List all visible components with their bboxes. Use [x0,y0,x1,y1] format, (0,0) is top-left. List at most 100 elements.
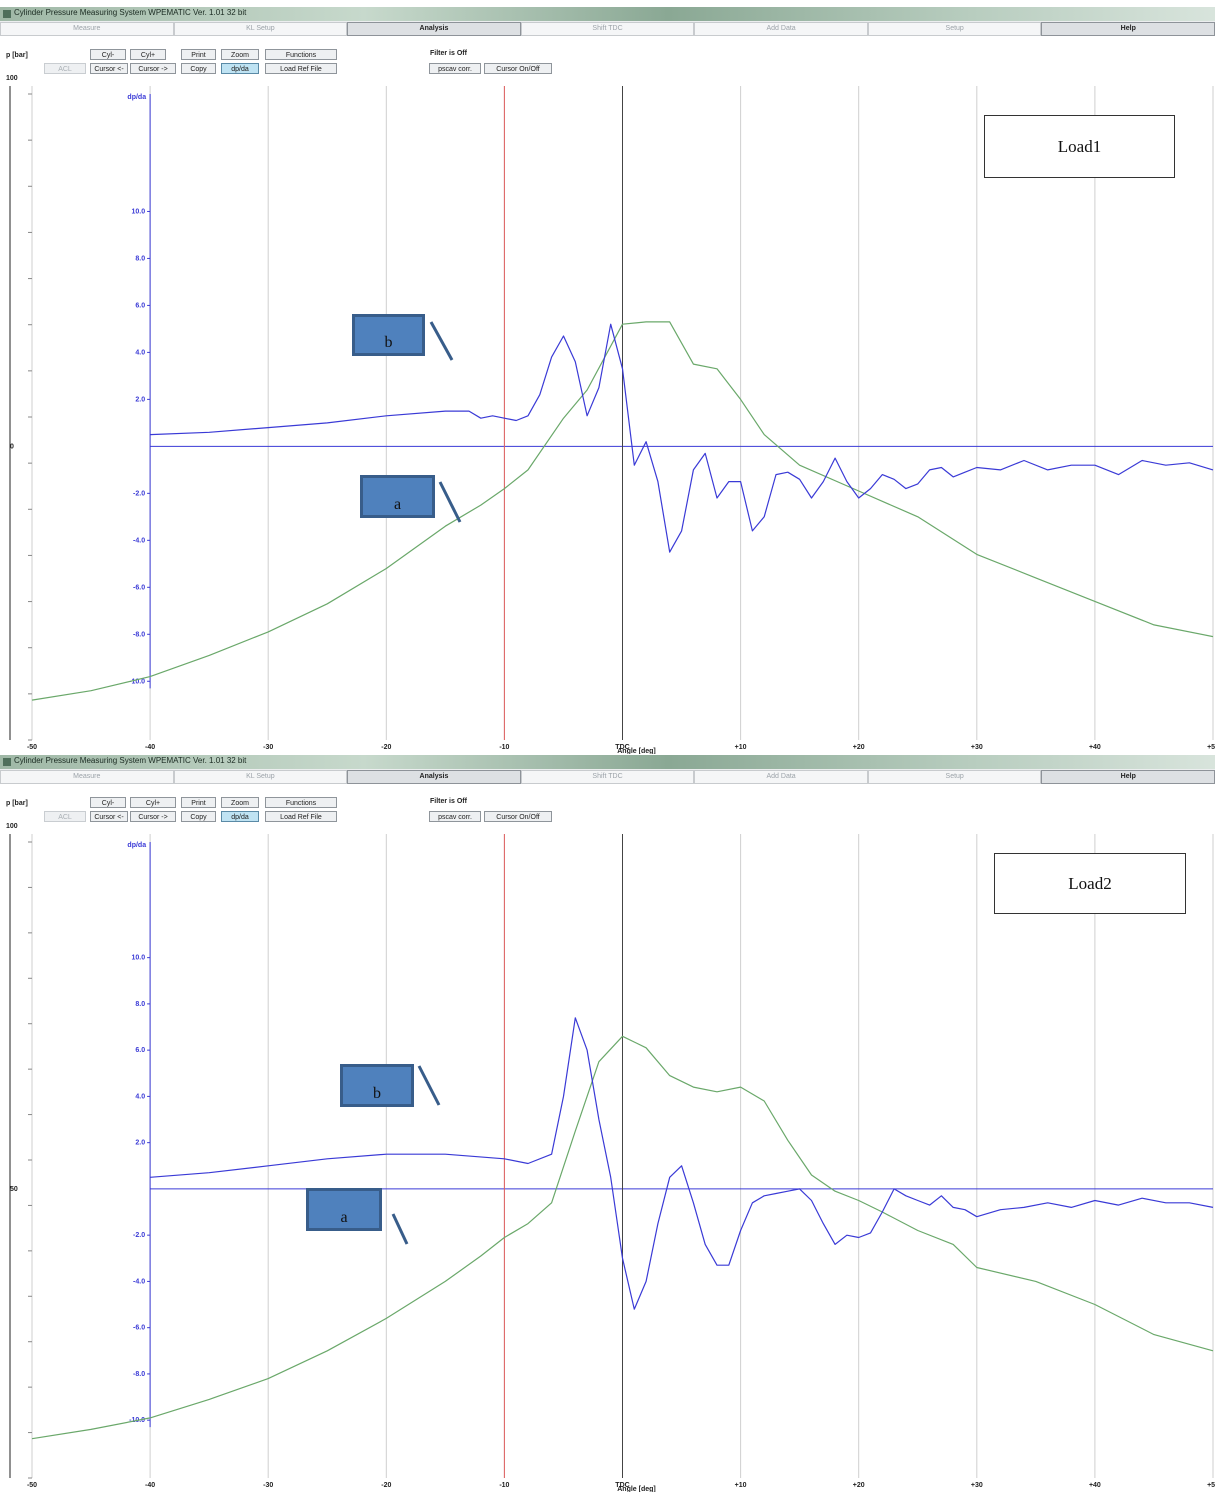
callout-b-pointer [417,1065,441,1106]
dpda-tick-label: 8.0 [135,1001,145,1008]
tab-measure[interactable]: Measure [0,770,174,784]
panel-load2: Cylinder Pressure Measuring System WPEMA… [0,755,1215,1493]
dpda-axis-title: dp/da [127,842,146,849]
tab-shift-tdc[interactable]: Shift TDC [520,22,695,36]
cyl-plus-button[interactable]: Cyl+ [130,49,166,60]
x-tick-label: +40 [1089,1482,1101,1489]
toolbar: p [bar] 100 Cyl- Cyl+ Print Zoom Functio… [0,36,1215,86]
pressure-curve [31,321,1214,701]
dpda-tick-label: 8.0 [135,255,145,262]
legend-box-load1: Load1 [984,115,1175,178]
tab-setup[interactable]: Setup [867,22,1042,36]
x-tick-label: TDC [615,1482,629,1489]
tab-measure[interactable]: Measure [0,22,174,36]
tab-bar: Measure KL Setup Analysis Shift TDC Add … [0,21,1215,36]
functions-button[interactable]: Functions [265,797,337,808]
tab-kl-setup[interactable]: KL Setup [173,22,348,36]
functions-button[interactable]: Functions [265,49,337,60]
dpda-tick-label: -8.0 [133,1371,145,1378]
pscav-corr-button[interactable]: pscav corr. [429,811,481,822]
filter-status: Filter is Off [430,50,467,57]
zoom-button[interactable]: Zoom [221,797,259,808]
cursor-right-button[interactable]: Cursor -> [130,63,176,74]
callout-b: b [340,1064,414,1107]
title-bar[interactable]: Cylinder Pressure Measuring System WPEMA… [0,755,1215,769]
acl-button[interactable]: ACL [44,811,86,822]
tab-bar: Measure KL Setup Analysis Shift TDC Add … [0,769,1215,784]
chart-load2: -50 -40 -30 -20 -10 TDC +10 +20 +30 +40 +50 Angle [… [9,834,1215,1492]
x-tick-label: -10 [499,1482,509,1489]
dpda-tick-label: 4.0 [135,349,145,356]
cursor-right-button[interactable]: Cursor -> [130,811,176,822]
dpda-tick-label: 2.0 [135,1140,145,1147]
callout-a-pointer [391,1213,409,1245]
tab-add-data[interactable]: Add Data [694,770,868,784]
x-tick-label: -40 [145,1482,155,1489]
cursor-on-off-button[interactable]: Cursor On/Off [484,63,552,74]
dpda-tick-label: -10.0 [129,678,145,685]
tab-shift-tdc[interactable]: Shift TDC [520,770,695,784]
copy-button[interactable]: Copy [181,811,216,822]
title-bar[interactable]: Cylinder Pressure Measuring System WPEMA… [0,7,1215,21]
dpda-tick-label: 6.0 [135,1047,145,1054]
cursor-on-off-button[interactable]: Cursor On/Off [484,811,552,822]
tab-analysis[interactable]: Analysis [347,770,521,784]
x-axis-label: Angle [deg] [617,748,656,754]
dp-da-button[interactable]: dp/da [221,63,259,74]
cyl-minus-button[interactable]: Cyl- [90,49,126,60]
toolbar: p [bar] 100 Cyl- Cyl+ Print Zoom Functio… [0,784,1215,834]
app-icon [3,758,11,766]
panel-load1: Cylinder Pressure Measuring System WPEMA… [0,7,1215,755]
dpda-tick-label: -4.0 [133,1278,145,1285]
x-tick-label: -20 [381,744,391,751]
dpda-tick-label: -8.0 [133,631,145,638]
pressure-axis-mid-label: 50 [10,1186,18,1193]
callout-b: b [352,314,425,356]
legend-box-load2: Load2 [994,853,1186,914]
dp-da-button[interactable]: dp/da [221,811,259,822]
tab-analysis[interactable]: Analysis [347,22,521,36]
x-tick-label: +40 [1089,744,1101,751]
tab-add-data[interactable]: Add Data [694,22,868,36]
print-button[interactable]: Print [181,49,216,60]
tab-kl-setup[interactable]: KL Setup [173,770,348,784]
tab-setup[interactable]: Setup [867,770,1042,784]
dpda-tick-label: -2.0 [133,1232,145,1239]
copy-button[interactable]: Copy [181,63,216,74]
pressure-curve [31,1035,1214,1440]
cyl-plus-button[interactable]: Cyl+ [130,797,176,808]
filter-status: Filter is Off [430,798,467,805]
y-axis-max-label: 100 [6,75,18,82]
cursor-left-button[interactable]: Cursor <- [90,63,128,74]
cursor-left-button[interactable]: Cursor <- [90,811,128,822]
app-icon [3,10,11,18]
dpda-tick-label: 2.0 [135,396,145,403]
pscav-corr-button[interactable]: pscav corr. [429,63,481,74]
zoom-button[interactable]: Zoom [221,49,259,60]
load-ref-file-button[interactable]: Load Ref File [265,63,337,74]
x-tick-label: +20 [853,1482,865,1489]
callout-pointers [391,1065,441,1245]
cyl-minus-button[interactable]: Cyl- [90,797,126,808]
dpda-tick-label: 10.0 [131,208,145,215]
callout-pointers [429,321,462,523]
dpda-tick-label: 6.0 [135,302,145,309]
callout-b-pointer [429,321,454,361]
dpda-curve [150,323,1214,553]
callout-a: a [360,475,435,518]
dpda-tick-label: 4.0 [135,1093,145,1100]
x-tick-label: -50 [27,744,37,751]
x-tick-label: +30 [971,744,983,751]
x-axis-label: Angle [deg] [617,1486,656,1492]
acl-button[interactable]: ACL [44,63,86,74]
load-ref-file-button[interactable]: Load Ref File [265,811,337,822]
x-tick-label: -10 [499,744,509,751]
callout-a: a [306,1188,382,1231]
chart-load1: -50 -40 -30 -20 -10 TDC +10 +20 +30 +40 +50 Angle [… [9,86,1215,754]
print-button[interactable]: Print [181,797,216,808]
y-axis-unit-label: p [bar] [6,800,28,807]
x-tick-label: TDC [615,744,629,751]
dpda-tick-label: -6.0 [133,1325,145,1332]
x-tick-label: -30 [263,1482,273,1489]
x-tick-label: -20 [381,1482,391,1489]
